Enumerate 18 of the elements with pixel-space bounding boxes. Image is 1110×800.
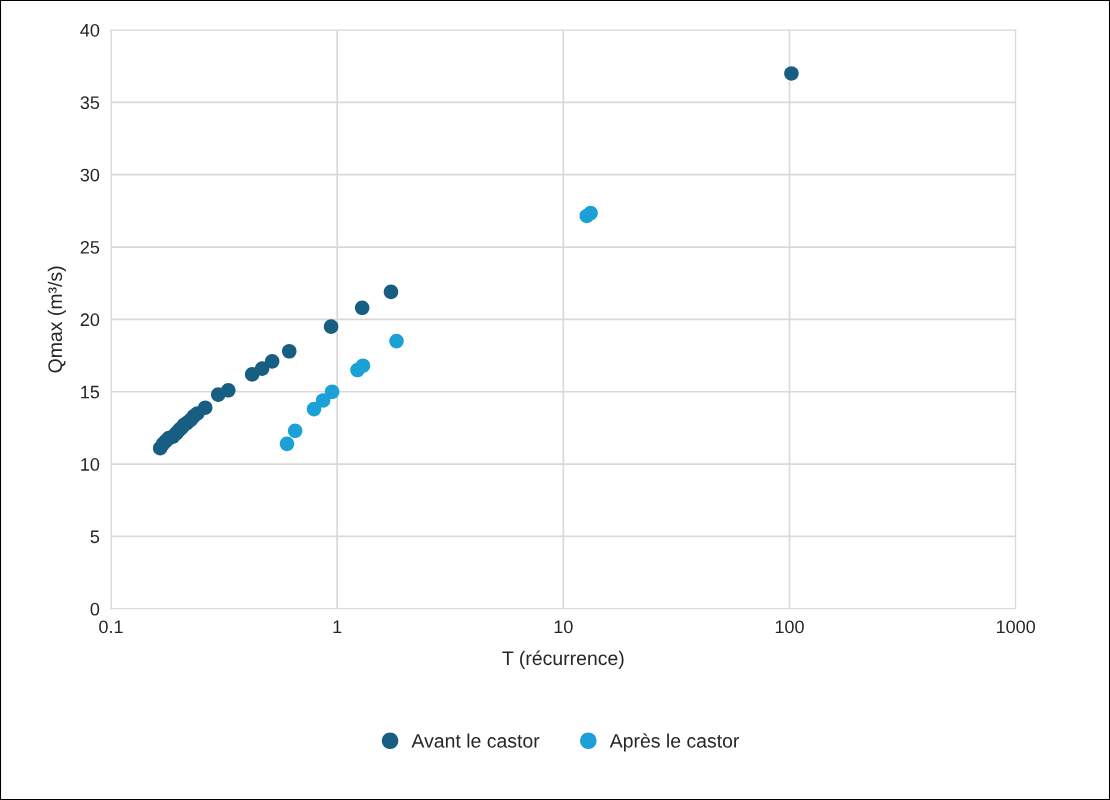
y-tick-label: 35 xyxy=(80,96,100,110)
x-tick-label: 1000 xyxy=(996,620,1036,634)
y-tick-label: 20 xyxy=(80,313,100,327)
y-tick-label: 30 xyxy=(80,168,100,182)
legend-label: Avant le castor xyxy=(411,733,540,748)
x-tick-label: 100 xyxy=(775,620,804,634)
y-tick-label: 0 xyxy=(90,602,100,616)
legend-label: Après le castor xyxy=(609,733,740,752)
x-axis-title: T (récurrence) xyxy=(502,650,624,669)
x-tick-label: 1 xyxy=(333,620,342,633)
y-tick-label: 40 xyxy=(80,23,100,37)
y-axis-title: Qmax (m³/s) xyxy=(47,266,66,373)
x-tick-label: 10 xyxy=(554,620,573,634)
y-tick-label: 10 xyxy=(81,458,100,471)
y-tick-label: 15 xyxy=(81,385,100,399)
y-tick-label: 5 xyxy=(90,530,100,544)
x-tick-label: 0.1 xyxy=(99,620,123,634)
y-tick-label: 25 xyxy=(80,240,100,254)
